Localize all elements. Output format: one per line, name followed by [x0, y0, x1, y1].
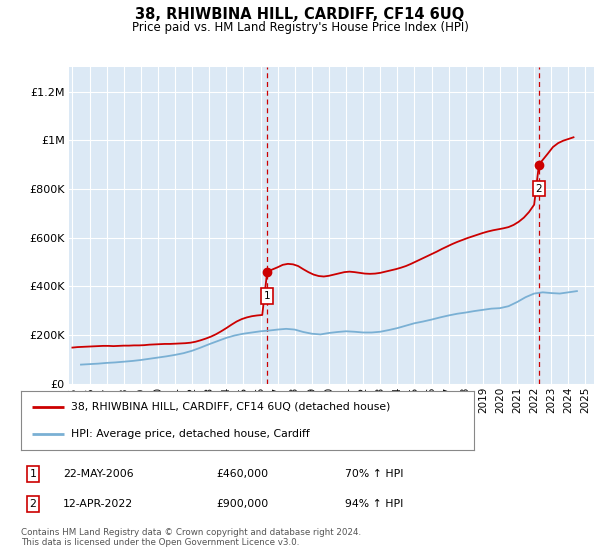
- Text: Price paid vs. HM Land Registry's House Price Index (HPI): Price paid vs. HM Land Registry's House …: [131, 21, 469, 34]
- Text: 70% ↑ HPI: 70% ↑ HPI: [345, 469, 404, 479]
- Text: 38, RHIWBINA HILL, CARDIFF, CF14 6UQ (detached house): 38, RHIWBINA HILL, CARDIFF, CF14 6UQ (de…: [71, 402, 390, 412]
- Text: £460,000: £460,000: [216, 469, 268, 479]
- Text: 38, RHIWBINA HILL, CARDIFF, CF14 6UQ: 38, RHIWBINA HILL, CARDIFF, CF14 6UQ: [136, 7, 464, 22]
- Text: Contains HM Land Registry data © Crown copyright and database right 2024.
This d: Contains HM Land Registry data © Crown c…: [21, 528, 361, 547]
- Text: £900,000: £900,000: [216, 499, 268, 509]
- Text: 1: 1: [29, 469, 37, 479]
- Text: 94% ↑ HPI: 94% ↑ HPI: [345, 499, 403, 509]
- Text: 2: 2: [536, 184, 542, 194]
- Text: 12-APR-2022: 12-APR-2022: [63, 499, 133, 509]
- Text: HPI: Average price, detached house, Cardiff: HPI: Average price, detached house, Card…: [71, 429, 310, 439]
- Text: 1: 1: [264, 291, 271, 301]
- Text: 22-MAY-2006: 22-MAY-2006: [63, 469, 134, 479]
- Text: 2: 2: [29, 499, 37, 509]
